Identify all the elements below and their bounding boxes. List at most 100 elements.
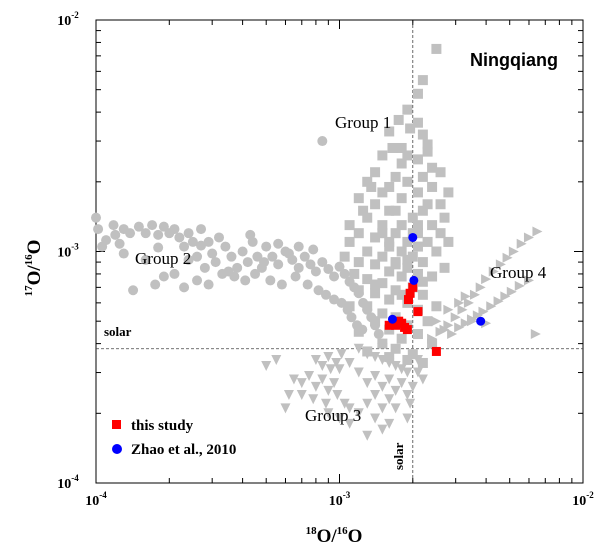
group1-point bbox=[422, 146, 433, 157]
chart-title: Ningqiang bbox=[470, 50, 558, 70]
group2-point bbox=[133, 221, 144, 232]
group1-point bbox=[362, 274, 373, 285]
group4-point bbox=[478, 306, 489, 317]
group1-point bbox=[353, 257, 364, 268]
group3-point bbox=[288, 374, 299, 385]
group2-point bbox=[179, 282, 190, 293]
group-label-1: Group 1 bbox=[335, 113, 391, 132]
group1-point bbox=[370, 199, 381, 210]
group3-point bbox=[405, 398, 416, 409]
this-study-point bbox=[384, 320, 394, 330]
zhao-2010-point bbox=[387, 314, 397, 324]
group4-point bbox=[450, 312, 461, 323]
group1-point bbox=[431, 246, 442, 257]
group3-point bbox=[353, 367, 364, 378]
group4-point bbox=[427, 333, 438, 344]
group3-point bbox=[384, 374, 395, 385]
group3-point bbox=[334, 413, 345, 424]
group3-point bbox=[261, 361, 272, 372]
group4-point bbox=[475, 282, 486, 293]
group3-point bbox=[334, 364, 345, 375]
group1-point bbox=[407, 212, 418, 223]
group3-point bbox=[417, 374, 428, 385]
group1-point bbox=[339, 251, 350, 262]
group2-point bbox=[273, 259, 284, 270]
group3-point bbox=[331, 357, 342, 368]
group2-point bbox=[317, 136, 328, 147]
group1-point bbox=[417, 171, 428, 182]
group2-point bbox=[353, 288, 364, 299]
group2-point bbox=[203, 236, 214, 247]
group2-point bbox=[147, 220, 158, 231]
group4-point bbox=[514, 280, 525, 291]
group2-point bbox=[261, 241, 272, 252]
group4-point bbox=[506, 286, 517, 297]
group1-point bbox=[422, 199, 433, 210]
group1-point bbox=[435, 199, 446, 210]
group4-point bbox=[523, 275, 534, 286]
group2-point bbox=[150, 279, 161, 290]
group3-point bbox=[402, 367, 413, 378]
x-tick-label: 10-2 bbox=[572, 490, 594, 509]
this-study-point bbox=[397, 318, 407, 328]
group3-point bbox=[304, 370, 315, 381]
group3-point bbox=[390, 361, 401, 372]
group-label-4: Group 4 bbox=[490, 263, 547, 282]
group2-point bbox=[91, 212, 101, 223]
group4-point bbox=[500, 291, 511, 302]
group3-point bbox=[377, 403, 388, 414]
group2-point bbox=[128, 285, 139, 296]
group3-point bbox=[402, 389, 413, 400]
legend: this study Zhao et al., 2010 bbox=[112, 418, 236, 458]
group2-point bbox=[183, 254, 194, 265]
group2-point bbox=[118, 248, 129, 259]
group2-point bbox=[308, 244, 319, 255]
group2-point bbox=[226, 251, 237, 262]
group3-point bbox=[280, 403, 291, 414]
group2-point bbox=[366, 312, 377, 323]
group2-point bbox=[192, 275, 203, 286]
group3-point bbox=[283, 389, 294, 400]
group1-point bbox=[353, 228, 364, 239]
group1-point bbox=[407, 349, 418, 360]
group2-point bbox=[199, 262, 210, 273]
group2-point bbox=[317, 257, 328, 268]
group2-point bbox=[140, 228, 151, 239]
group3-point bbox=[370, 413, 381, 424]
group4-point bbox=[454, 322, 465, 333]
group3-point bbox=[353, 343, 364, 354]
group1-point bbox=[435, 167, 446, 178]
group1-point bbox=[431, 43, 442, 54]
group1-point bbox=[390, 171, 401, 182]
y-tick-label: 10-4 bbox=[57, 473, 79, 492]
group2-point bbox=[293, 262, 304, 273]
plot-area: 10-4 10-3 10-2 10-4 10-3 10-2 bbox=[57, 10, 594, 509]
group2-point bbox=[187, 236, 198, 247]
group1-point bbox=[358, 205, 369, 216]
group4-point bbox=[502, 252, 513, 263]
group2-point bbox=[283, 248, 294, 259]
group1-point bbox=[412, 117, 423, 128]
group1-point bbox=[402, 104, 413, 115]
group2-point bbox=[93, 224, 104, 235]
group1-point bbox=[417, 289, 428, 300]
group2-point bbox=[196, 224, 207, 235]
group1-point bbox=[396, 193, 407, 204]
group2-point bbox=[299, 251, 310, 262]
group2-point bbox=[240, 275, 251, 286]
group4-point bbox=[495, 259, 506, 270]
group1-point bbox=[407, 251, 418, 262]
group1-point bbox=[412, 329, 423, 340]
group4-point bbox=[516, 238, 527, 249]
group2-point bbox=[293, 241, 304, 252]
zhao-2010-point bbox=[476, 316, 486, 326]
group3-point bbox=[344, 403, 355, 414]
group1-point bbox=[427, 162, 438, 173]
solar-vertical-label: solar bbox=[391, 442, 406, 470]
group3-point bbox=[396, 364, 407, 375]
group1-point bbox=[427, 181, 438, 192]
group1-point bbox=[396, 220, 407, 231]
legend-marker-this-study bbox=[112, 420, 121, 429]
group3-point bbox=[384, 394, 395, 405]
group1-point bbox=[377, 278, 388, 289]
